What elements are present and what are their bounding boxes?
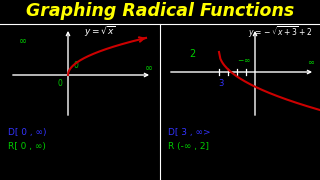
Text: $\infty$: $\infty$ (143, 62, 153, 72)
Text: Graphing Radical Functions: Graphing Radical Functions (26, 2, 294, 20)
Text: R[ 0 , ∞): R[ 0 , ∞) (8, 141, 46, 150)
Text: $\infty$: $\infty$ (18, 35, 27, 45)
Text: 0: 0 (74, 62, 78, 71)
Text: R (-∞ , 2]: R (-∞ , 2] (168, 141, 209, 150)
Text: $\infty$: $\infty$ (307, 57, 315, 66)
Text: D[ 3 , ∞>: D[ 3 , ∞> (168, 127, 211, 136)
Text: 2: 2 (189, 49, 195, 59)
Text: $y = -\sqrt{x+3} + 2$: $y = -\sqrt{x+3} + 2$ (248, 24, 312, 40)
Text: D[ 0 , ∞): D[ 0 , ∞) (8, 127, 46, 136)
Text: 0: 0 (58, 78, 62, 87)
Text: $y = \sqrt{x}$: $y = \sqrt{x}$ (84, 25, 116, 39)
Text: $-\infty$: $-\infty$ (237, 55, 251, 64)
Text: 3: 3 (218, 78, 224, 87)
